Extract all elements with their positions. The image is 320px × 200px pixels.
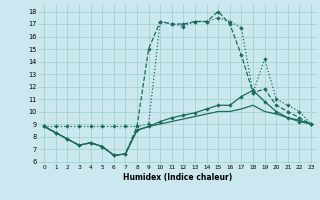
X-axis label: Humidex (Indice chaleur): Humidex (Indice chaleur) (123, 173, 232, 182)
